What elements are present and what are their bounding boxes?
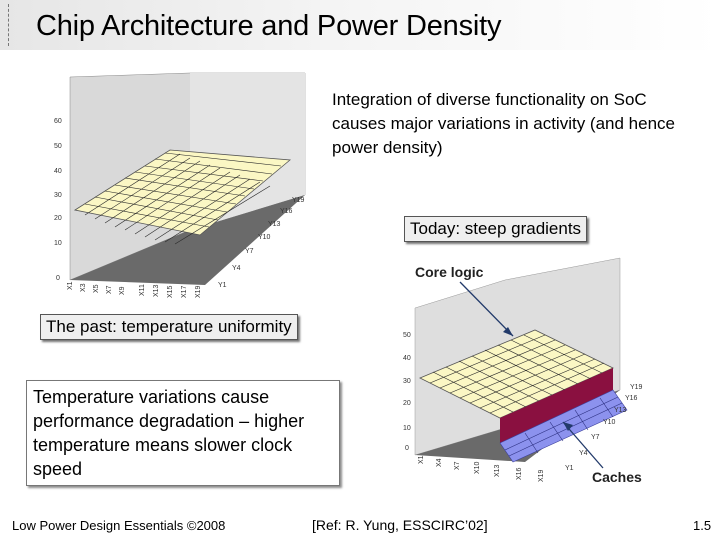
caches-callout: Caches bbox=[592, 469, 642, 485]
today-x-tick: X19 bbox=[538, 469, 545, 482]
today-surface-grid bbox=[429, 334, 605, 414]
past-x-tick: X5 bbox=[93, 284, 100, 293]
today-cache-grid bbox=[504, 396, 623, 457]
today-y-tick: Y7 bbox=[591, 434, 600, 441]
past-y-tick: Y7 bbox=[245, 248, 254, 255]
today-temperature-chart: 0 10 20 30 40 50 X1 X4 X7 X10 X13 X16 X1… bbox=[403, 257, 643, 485]
past-z-tick: 0 bbox=[56, 275, 60, 282]
core-logic-arrowhead bbox=[503, 327, 513, 336]
past-x-tick: X1 bbox=[67, 281, 74, 290]
past-z-tick: 30 bbox=[54, 192, 62, 199]
today-y-tick: Y13 bbox=[614, 407, 627, 414]
today-x-tick: X16 bbox=[516, 467, 523, 480]
past-z-tick: 20 bbox=[54, 215, 62, 222]
page-number: 1.5 bbox=[693, 518, 712, 533]
past-x-tick: X17 bbox=[181, 285, 188, 298]
today-y-tick: Y19 bbox=[630, 384, 643, 391]
past-x-tick: X15 bbox=[167, 285, 174, 298]
past-x-tick: X13 bbox=[153, 284, 160, 297]
today-z-tick: 20 bbox=[403, 400, 411, 407]
past-z-tick: 40 bbox=[54, 168, 62, 175]
past-x-tick: X7 bbox=[106, 285, 113, 294]
variation-note: Temperature variations cause performance… bbox=[26, 380, 340, 486]
caches-arrowhead bbox=[563, 422, 573, 431]
today-z-tick: 30 bbox=[403, 378, 411, 385]
past-label: The past: temperature uniformity bbox=[40, 314, 298, 340]
today-x-tick: X13 bbox=[494, 464, 501, 477]
today-y-tick: Y4 bbox=[579, 450, 588, 457]
past-z-tick: 60 bbox=[54, 118, 62, 125]
footer-reference: [Ref: R. Yung, ESSCIRC’02] bbox=[312, 517, 488, 533]
footer-left: Low Power Design Essentials ©2008 bbox=[12, 518, 226, 533]
past-surface-grid bbox=[84, 152, 282, 245]
today-z-tick: 10 bbox=[403, 425, 411, 432]
today-y-tick: Y1 bbox=[565, 465, 574, 472]
past-x-tick: X11 bbox=[139, 284, 146, 296]
today-x-tick: X4 bbox=[436, 458, 443, 467]
past-z-tick: 50 bbox=[54, 143, 62, 150]
past-y-tick: Y16 bbox=[280, 208, 293, 215]
past-floor bbox=[70, 195, 305, 285]
past-z-tick: 10 bbox=[54, 240, 62, 247]
today-x-tick: X10 bbox=[474, 461, 481, 474]
caches-arrow bbox=[562, 421, 604, 469]
today-z-tick: 0 bbox=[405, 445, 409, 452]
intro-text: Integration of diverse functionality on … bbox=[332, 90, 675, 157]
title-band bbox=[0, 0, 720, 50]
today-y-tick: Y16 bbox=[625, 395, 638, 402]
today-label: Today: steep gradients bbox=[404, 216, 588, 242]
past-y-tick: Y4 bbox=[232, 265, 241, 272]
today-z-tick: 50 bbox=[403, 332, 411, 339]
today-z-tick: 40 bbox=[403, 355, 411, 362]
today-x-tick: X1 bbox=[418, 455, 425, 464]
today-step-wall bbox=[500, 368, 613, 443]
past-x-tick: X9 bbox=[119, 286, 126, 295]
past-y-tick: Y10 bbox=[258, 234, 271, 241]
core-logic-arrow bbox=[459, 281, 514, 337]
title-accent-line bbox=[8, 4, 12, 46]
core-logic-callout: Core logic bbox=[415, 264, 484, 280]
past-y-tick: Y1 bbox=[218, 282, 227, 289]
today-x-tick: X7 bbox=[454, 461, 461, 470]
past-x-tick: X3 bbox=[80, 283, 87, 292]
today-y-tick: Y10 bbox=[603, 419, 616, 426]
past-y-tick: Y13 bbox=[268, 221, 281, 228]
past-x-tick: X19 bbox=[195, 285, 202, 298]
past-y-tick: Y19 bbox=[292, 197, 305, 204]
past-temperature-chart: 0 10 20 30 40 50 60 X1 X3 X5 X7 X9 X11 X… bbox=[54, 72, 306, 298]
slide-title: Chip Architecture and Power Density bbox=[36, 10, 502, 42]
